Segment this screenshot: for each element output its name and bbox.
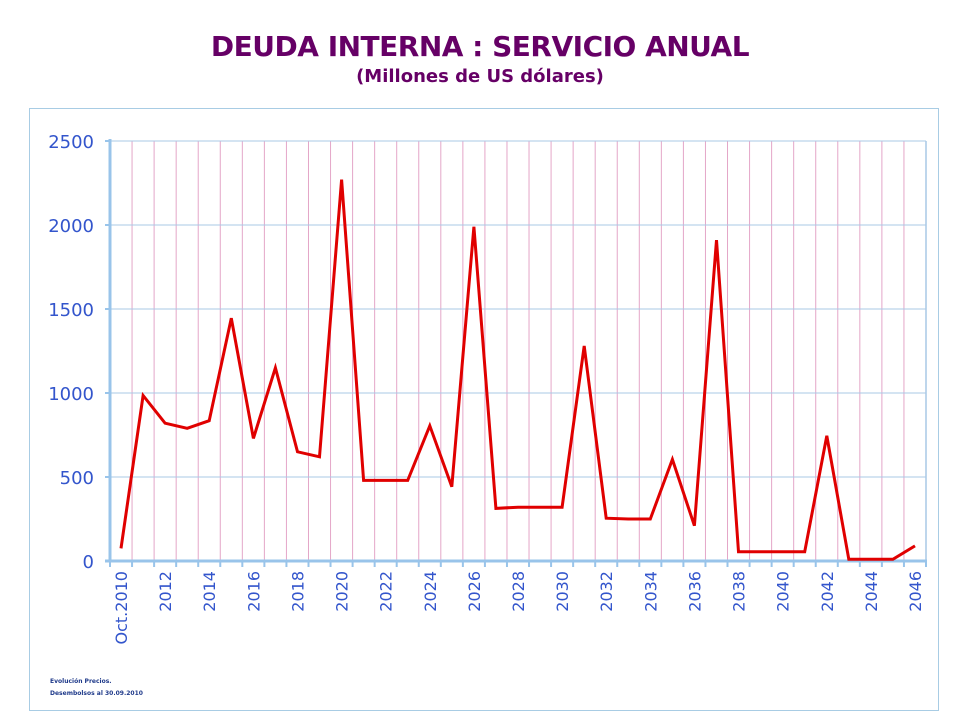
- y-tick-label: 1500: [48, 300, 94, 321]
- y-tick-label: 500: [60, 468, 94, 489]
- x-tick-label: 2034: [641, 571, 660, 612]
- footer-note-1: Evolución Precios.: [50, 678, 112, 685]
- y-tick-label: 2000: [48, 216, 94, 237]
- series-line: [119, 179, 916, 561]
- y-tick-label: 2500: [48, 132, 94, 153]
- y-tick-label: 1000: [48, 384, 94, 405]
- x-tick-label: 2020: [333, 571, 352, 612]
- chart-frame: [29, 108, 939, 711]
- x-tick-label: 2044: [862, 571, 881, 612]
- chart-title: DEUDA INTERNA : SERVICIO ANUAL: [210, 30, 750, 63]
- x-tick-label: 2024: [421, 571, 440, 612]
- chart-subtitle: (Millones de US dólares): [356, 66, 604, 87]
- footer-note-2: Desembolsos al 30.09.2010: [50, 690, 143, 697]
- y-axis-ticks: 0 500 1000 1500 2000 2500: [48, 132, 110, 573]
- horizontal-gridlines: [110, 140, 926, 478]
- x-tick-label: 2022: [377, 571, 396, 612]
- x-tick-label: 2026: [465, 571, 484, 612]
- x-tick-label: 2014: [200, 571, 219, 612]
- x-tick-label: Oct.2010: [112, 571, 131, 644]
- x-tick-label: 2038: [730, 571, 749, 612]
- y-tick-label: 0: [83, 552, 94, 573]
- x-tick-label: 2016: [244, 571, 263, 612]
- x-tick-label: 2028: [509, 571, 528, 612]
- x-tick-label: 2046: [906, 571, 925, 612]
- x-tick-label: 2030: [553, 571, 572, 612]
- series-layer: [119, 179, 916, 561]
- x-tick-label: 2040: [774, 571, 793, 612]
- x-tick-label: 2036: [685, 571, 704, 612]
- x-tick-label: 2032: [597, 571, 616, 612]
- vertical-gridlines: [131, 141, 905, 561]
- x-axis-ticks: Oct.2010 2012 2014 2016 2018 2020 2022 2024 2026…: [109, 561, 927, 644]
- x-tick-label: 2018: [288, 571, 307, 612]
- x-tick-label: 2042: [818, 571, 837, 612]
- axes: [105, 139, 927, 563]
- x-tick-label: 2012: [156, 571, 175, 612]
